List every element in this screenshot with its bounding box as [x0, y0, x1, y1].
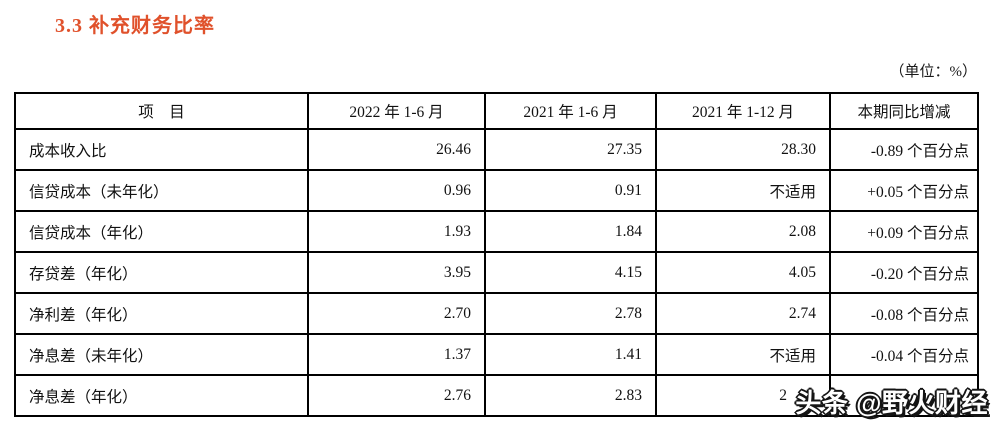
row-item-label: 信贷成本（未年化） — [14, 169, 309, 212]
section-title: 3.3 补充财务比率 — [55, 15, 215, 37]
table-row: 信贷成本（未年化） 0.96 0.91 不适用 +0.05 个百分点 — [14, 169, 979, 212]
row-value-yoy-change: -0.04 个百分点 — [829, 333, 979, 376]
row-value-2022-h1: 26.46 — [307, 128, 486, 171]
row-value-2021-fy: 28.30 — [655, 128, 831, 171]
row-value-yoy-change: +0.09 个百分点 — [829, 210, 979, 253]
row-item-label: 信贷成本（年化） — [14, 210, 309, 253]
row-item-label: 净利差（年化） — [14, 292, 309, 335]
row-value-2022-h1: 2.70 — [307, 292, 486, 335]
row-item-label: 净息差（年化） — [14, 374, 309, 417]
col-header-2021-h1: 2021 年 1-6 月 — [484, 92, 657, 130]
unit-label: （单位：%） — [889, 64, 978, 80]
col-header-2021-fy: 2021 年 1-12 月 — [655, 92, 831, 130]
table-row: 成本收入比 26.46 27.35 28.30 -0.89 个百分点 — [14, 128, 979, 171]
row-value-2021-fy-partially-obscured: 2 — [655, 374, 831, 417]
row-value-2022-h1: 3.95 — [307, 251, 486, 294]
financial-ratios-table: 项 目 2022 年 1-6 月 2021 年 1-6 月 2021 年 1-1… — [14, 92, 979, 417]
table-row: 净息差（年化） 2.76 2.83 2 — [14, 374, 979, 417]
row-value-yoy-change: +0.05 个百分点 — [829, 169, 979, 212]
table-row: 净息差（未年化） 1.37 1.41 不适用 -0.04 个百分点 — [14, 333, 979, 376]
row-value-2022-h1: 1.93 — [307, 210, 486, 253]
col-header-2022-h1: 2022 年 1-6 月 — [307, 92, 486, 130]
row-value-2021-h1: 4.15 — [484, 251, 657, 294]
row-value-2022-h1: 0.96 — [307, 169, 486, 212]
row-value-2021-h1: 1.84 — [484, 210, 657, 253]
col-header-yoy-change: 本期同比增减 — [829, 92, 979, 130]
watermark-text: 头条 @野火财经 — [795, 388, 988, 418]
table-header-row: 项 目 2022 年 1-6 月 2021 年 1-6 月 2021 年 1-1… — [14, 92, 979, 130]
row-value-2021-fy: 不适用 — [655, 333, 831, 376]
row-value-2021-fy: 2.08 — [655, 210, 831, 253]
table-row: 存贷差（年化） 3.95 4.15 4.05 -0.20 个百分点 — [14, 251, 979, 294]
row-value-2021-fy: 4.05 — [655, 251, 831, 294]
row-value-2021-fy: 2.74 — [655, 292, 831, 335]
row-value-2022-h1: 1.37 — [307, 333, 486, 376]
table-row: 净利差（年化） 2.70 2.78 2.74 -0.08 个百分点 — [14, 292, 979, 335]
row-value-2021-h1: 2.78 — [484, 292, 657, 335]
row-value-2021-h1: 27.35 — [484, 128, 657, 171]
row-value-yoy-change: -0.08 个百分点 — [829, 292, 979, 335]
row-item-label: 存贷差（年化） — [14, 251, 309, 294]
row-value-yoy-change-obscured — [829, 374, 979, 417]
row-value-2021-fy: 不适用 — [655, 169, 831, 212]
row-item-label: 成本收入比 — [14, 128, 309, 171]
row-value-yoy-change: -0.89 个百分点 — [829, 128, 979, 171]
row-value-2021-h1: 1.41 — [484, 333, 657, 376]
row-value-yoy-change: -0.20 个百分点 — [829, 251, 979, 294]
table-row: 信贷成本（年化） 1.93 1.84 2.08 +0.09 个百分点 — [14, 210, 979, 253]
col-header-item: 项 目 — [14, 92, 309, 130]
row-item-label: 净息差（未年化） — [14, 333, 309, 376]
row-value-2022-h1: 2.76 — [307, 374, 486, 417]
row-value-2021-h1: 2.83 — [484, 374, 657, 417]
row-value-2021-h1: 0.91 — [484, 169, 657, 212]
